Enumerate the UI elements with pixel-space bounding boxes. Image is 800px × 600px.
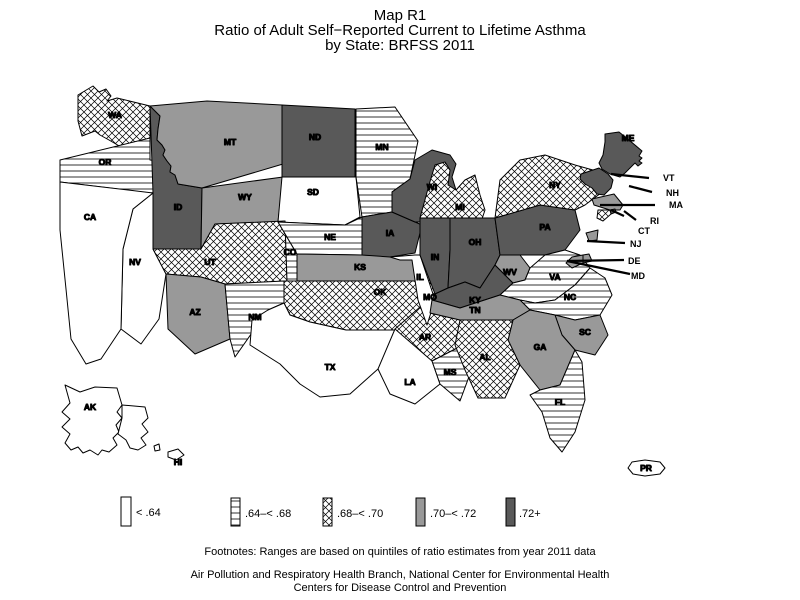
svg-text:.72+: .72+	[519, 508, 541, 520]
svg-text:OH: OH	[469, 237, 482, 247]
svg-text:NE: NE	[324, 232, 336, 242]
svg-text:AR: AR	[419, 332, 431, 342]
svg-text:AZ: AZ	[189, 307, 200, 317]
svg-text:WV: WV	[503, 267, 517, 277]
svg-text:NM: NM	[248, 312, 261, 322]
svg-text:WI: WI	[427, 182, 437, 192]
svg-text:.68–< .70: .68–< .70	[337, 508, 383, 520]
svg-text:PR: PR	[640, 463, 652, 473]
svg-text:AL: AL	[479, 352, 490, 362]
svg-text:CO: CO	[284, 247, 297, 257]
svg-text:WA: WA	[108, 110, 122, 120]
svg-text:IN: IN	[431, 252, 440, 262]
svg-text:CA: CA	[84, 212, 96, 222]
svg-text:IL: IL	[416, 272, 424, 282]
svg-text:HI: HI	[174, 457, 183, 467]
svg-text:PA: PA	[539, 222, 550, 232]
svg-text:Centers for Disease Control an: Centers for Disease Control and Preventi…	[294, 582, 507, 594]
svg-text:Air Pollution and Respiratory: Air Pollution and Respiratory Health Bra…	[191, 569, 610, 581]
svg-text:MS: MS	[444, 367, 457, 377]
svg-text:MT: MT	[224, 137, 237, 147]
svg-text:VA: VA	[549, 272, 560, 282]
svg-text:SC: SC	[579, 327, 591, 337]
svg-text:UT: UT	[204, 257, 216, 267]
svg-text:MI: MI	[455, 202, 464, 212]
svg-text:TN: TN	[469, 305, 480, 315]
svg-text:SD: SD	[307, 187, 319, 197]
svg-text:NJ: NJ	[630, 239, 642, 249]
svg-text:MA: MA	[669, 200, 683, 210]
svg-text:LA: LA	[404, 377, 415, 387]
svg-text:RI: RI	[650, 216, 659, 226]
svg-text:ME: ME	[622, 133, 635, 143]
svg-text:ND: ND	[309, 132, 321, 142]
svg-text:FL: FL	[555, 397, 565, 407]
svg-text:OR: OR	[99, 157, 112, 167]
svg-text:CT: CT	[638, 226, 650, 236]
svg-text:TX: TX	[325, 362, 336, 372]
svg-text:OK: OK	[374, 287, 388, 297]
svg-text:AK: AK	[84, 402, 97, 412]
svg-text:KS: KS	[354, 262, 366, 272]
svg-text:ID: ID	[174, 202, 183, 212]
svg-text:.70–< .72: .70–< .72	[430, 508, 476, 520]
svg-text:Footnotes: Ranges are based on: Footnotes: Ranges are based on quintiles…	[204, 546, 596, 558]
svg-text:WY: WY	[238, 192, 252, 202]
svg-text:< .64: < .64	[136, 507, 161, 519]
svg-text:MO: MO	[423, 292, 437, 302]
svg-text:.64–< .68: .64–< .68	[245, 508, 291, 520]
svg-text:NV: NV	[129, 257, 141, 267]
svg-text:VT: VT	[663, 173, 675, 183]
svg-text:DE: DE	[628, 256, 641, 266]
svg-text:GA: GA	[534, 342, 547, 352]
svg-text:NC: NC	[564, 292, 576, 302]
svg-text:NH: NH	[666, 188, 679, 198]
svg-text:NY: NY	[549, 180, 561, 190]
svg-text:IA: IA	[386, 228, 395, 238]
svg-text:MN: MN	[375, 142, 388, 152]
svg-text:KY: KY	[469, 295, 481, 305]
svg-text:MD: MD	[631, 271, 645, 281]
